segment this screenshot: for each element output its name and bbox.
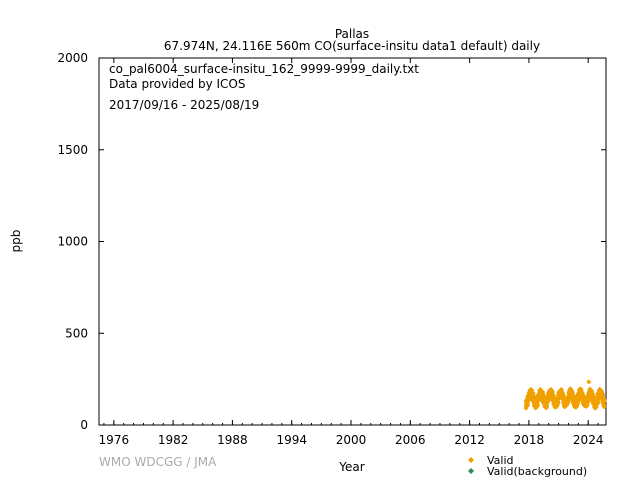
x-tick-label: 2012 (454, 433, 485, 447)
x-axis: 1976 1982 1988 1994 2000 2006 2012 2018 2024 (99, 58, 604, 447)
series-valid (523, 379, 607, 411)
credit-text: WMO WDCGG / JMA (99, 455, 217, 469)
y-axis-label: ppb (9, 230, 23, 253)
data-point (555, 399, 561, 405)
legend: Valid Valid(background) (468, 454, 587, 478)
x-tick-label: 1994 (276, 433, 307, 447)
legend-marker-background (468, 468, 474, 474)
data-point (601, 397, 607, 403)
y-tick-label: 2000 (57, 51, 88, 65)
x-tick-label: 2018 (514, 433, 545, 447)
x-axis-label: Year (338, 460, 364, 474)
data-point (535, 402, 541, 408)
y-tick-label: 500 (65, 326, 88, 340)
x-tick-label: 1988 (217, 433, 248, 447)
annotation-provider: Data provided by ICOS (109, 77, 245, 91)
legend-label-background: Valid(background) (487, 465, 587, 478)
annotation-filename: co_pal6004_surface-insitu_162_9999-9999_… (109, 62, 419, 76)
x-tick-label: 1976 (99, 433, 130, 447)
y-tick-label: 1000 (57, 235, 88, 249)
chart-subtitle: 67.974N, 24.116E 560m CO(surface-insitu … (164, 39, 540, 53)
data-point (601, 404, 607, 410)
data-point (525, 401, 531, 407)
legend-label-valid: Valid (487, 454, 514, 467)
y-tick-label: 1500 (57, 143, 88, 157)
x-tick-label: 2024 (573, 433, 604, 447)
plot-frame (98, 57, 607, 426)
legend-marker-valid (468, 457, 474, 463)
y-axis: 0 500 1000 1500 2000 (57, 51, 606, 432)
chart-title: Pallas (335, 27, 369, 41)
x-tick-label: 2006 (395, 433, 426, 447)
x-tick-label: 1982 (158, 433, 189, 447)
annotation-period: 2017/09/16 - 2025/08/19 (109, 98, 259, 112)
data-point (586, 379, 592, 385)
x-tick-label: 2000 (336, 433, 367, 447)
y-tick-label: 0 (80, 418, 88, 432)
